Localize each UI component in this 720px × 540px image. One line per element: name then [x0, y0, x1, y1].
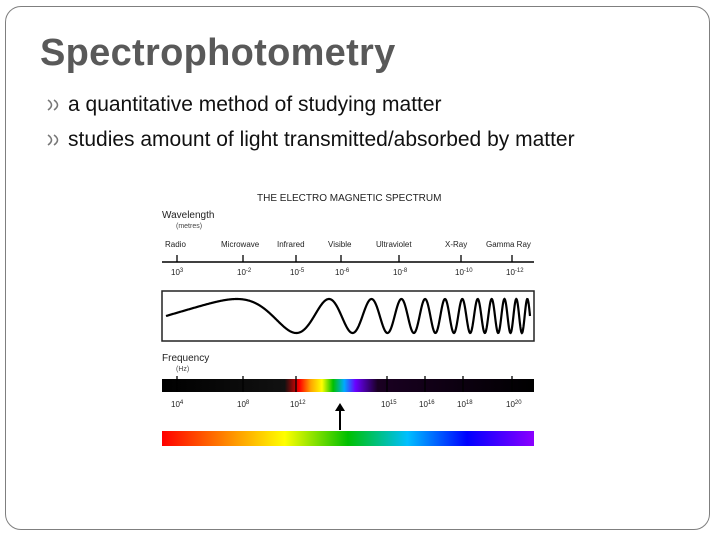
frequency-label: Frequency	[162, 353, 209, 364]
bullet-text: a quantitative method of studying matter	[68, 93, 442, 116]
region-label: X-Ray	[445, 240, 467, 249]
wavelength-tick-label: 10-8	[393, 268, 408, 277]
frequency-tick-label: 1016	[419, 400, 435, 409]
wavelength-tick-label: 103	[171, 268, 184, 277]
wavelength-tick-label: 10-10	[455, 268, 473, 277]
bullet-arrow-icon	[46, 129, 68, 146]
wavelength-tick-label: 10-12	[506, 268, 524, 277]
bullet-item: studies amount of light transmitted/abso…	[46, 128, 575, 152]
visible-arrow-icon	[335, 403, 345, 411]
region-label: Gamma Ray	[486, 240, 531, 249]
frequency-unit: (Hz)	[176, 366, 189, 373]
frequency-tick-label: 1018	[457, 400, 473, 409]
bullet-text: studies amount of light transmitted/abso…	[68, 128, 575, 151]
figure-title: THE ELECTRO MAGNETIC SPECTRUM	[257, 193, 441, 204]
frequency-tick-label: 1015	[381, 400, 397, 409]
wavelength-unit: (metres)	[176, 223, 202, 230]
frequency-bar	[162, 379, 534, 392]
bullet-arrow-icon	[46, 94, 68, 111]
region-label: Infrared	[277, 240, 305, 249]
region-label: Visible	[328, 240, 352, 249]
bullet-item: a quantitative method of studying matter	[46, 93, 442, 117]
slide-frame	[5, 6, 710, 530]
region-label: Ultraviolet	[376, 240, 412, 249]
visible-spectrum-bar	[162, 431, 534, 446]
frequency-tick-label: 1012	[290, 400, 306, 409]
region-label: Microwave	[221, 240, 260, 249]
wavelength-tick-label: 10-6	[335, 268, 350, 277]
frequency-tick-label: 104	[171, 400, 184, 409]
wavelength-tick-label: 10-5	[290, 268, 305, 277]
slide-title: Spectrophotometry	[40, 32, 396, 74]
wavelength-tick-label: 10-2	[237, 268, 252, 277]
frequency-tick-label: 1020	[506, 400, 522, 409]
wave-line	[165, 297, 532, 335]
frequency-tick-label: 108	[237, 400, 250, 409]
wavelength-label: Wavelength	[162, 210, 214, 221]
region-label: Radio	[165, 240, 186, 249]
